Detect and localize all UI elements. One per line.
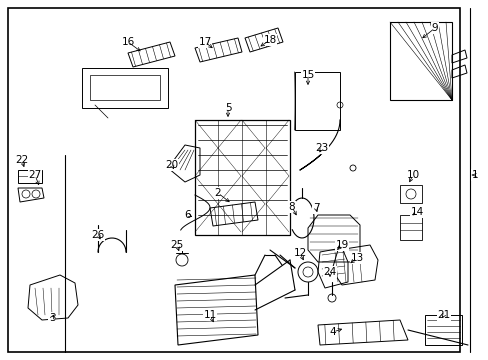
Text: 14: 14 — [409, 207, 423, 217]
Text: 12: 12 — [293, 248, 306, 258]
Bar — [399, 215, 421, 240]
Text: 23: 23 — [315, 143, 328, 153]
Text: 17: 17 — [198, 37, 211, 47]
Text: 3: 3 — [49, 313, 55, 323]
Text: 13: 13 — [350, 253, 363, 263]
Text: 11: 11 — [203, 310, 216, 320]
Text: 15: 15 — [301, 70, 314, 80]
Text: 18: 18 — [263, 35, 276, 45]
Text: 16: 16 — [121, 37, 134, 47]
Text: 19: 19 — [335, 240, 348, 250]
Text: 26: 26 — [91, 230, 104, 240]
Text: 22: 22 — [15, 155, 29, 165]
Text: 20: 20 — [165, 160, 178, 170]
Text: 27: 27 — [28, 170, 41, 180]
Text: 10: 10 — [406, 170, 419, 180]
Text: 7: 7 — [312, 203, 319, 213]
Text: 5: 5 — [224, 103, 231, 113]
Text: 2: 2 — [214, 188, 221, 198]
Bar — [399, 185, 421, 203]
Text: 8: 8 — [288, 202, 295, 212]
Text: 6: 6 — [184, 210, 191, 220]
Text: 24: 24 — [323, 267, 336, 277]
Text: 1: 1 — [471, 170, 477, 180]
Text: 9: 9 — [431, 23, 437, 33]
Text: 25: 25 — [170, 240, 183, 250]
Text: 21: 21 — [436, 310, 450, 320]
Text: 4: 4 — [329, 327, 336, 337]
